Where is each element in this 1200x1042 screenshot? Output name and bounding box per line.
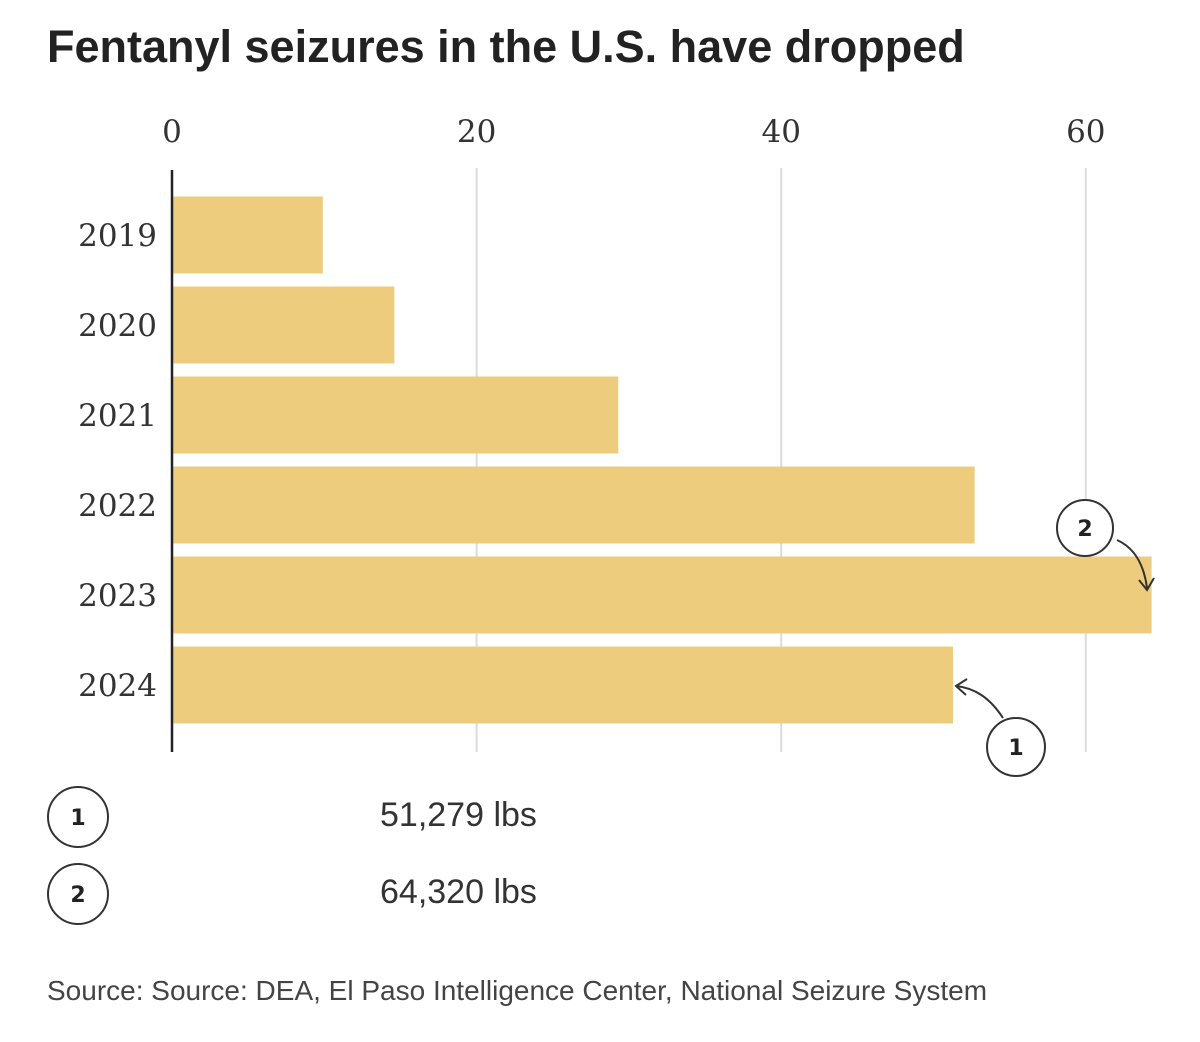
bar-2022 [172,466,975,544]
x-tick-label-60: 60 [1066,114,1105,150]
annotation-1-marker [986,717,1046,777]
x-tick-label-40: 40 [761,114,800,150]
bar-2023 [172,556,1152,634]
legend-item-1: 1 51,279 lbs [47,786,537,848]
legend-marker-2-label: 2 [70,883,85,908]
category-label-2022: 2022 [78,488,157,524]
source-note: Source: Source: DEA, El Paso Intelligenc… [47,975,987,1006]
x-axis-ticks: 0 20 40 60 [162,114,1105,150]
bar-2021 [172,376,619,454]
bar-2019 [172,196,323,274]
category-label-2024: 2024 [78,668,157,704]
annotation-2-arrow [1116,539,1148,589]
legend: 1 51,279 lbs 2 64,320 lbs [47,786,537,925]
annotation-2-arrowhead [1138,577,1155,592]
bar-2020 [172,286,395,364]
annotation-2-marker [1056,499,1114,557]
legend-marker-1-label: 1 [70,806,85,831]
category-label-2023: 2023 [78,578,157,614]
category-label-2020: 2020 [78,308,157,344]
bar-2024 [172,646,953,724]
annotation-1-arrowhead [954,678,968,696]
x-tick-label-0: 0 [162,114,182,150]
annotation-2: 2 [1056,499,1155,592]
legend-item-2: 2 64,320 lbs [47,863,537,925]
annotation-1-marker-label: 1 [1008,736,1023,761]
y-axis-categories: 2019 2020 2021 2022 2023 2024 [78,218,157,704]
annotation-2-marker-label: 2 [1077,517,1092,542]
annotation-1-arrow [955,685,1004,719]
legend-marker-2 [47,863,109,925]
annotation-1: 1 [954,678,1046,777]
bars [172,196,1152,724]
legend-marker-1 [47,786,109,848]
chart-title: Fentanyl seizures in the U.S. have dropp… [47,21,965,72]
category-label-2019: 2019 [78,218,157,254]
legend-value-1: 51,279 lbs [380,796,537,834]
category-label-2021: 2021 [78,398,157,434]
legend-value-2: 64,320 lbs [380,873,537,911]
x-tick-label-20: 20 [457,114,496,150]
